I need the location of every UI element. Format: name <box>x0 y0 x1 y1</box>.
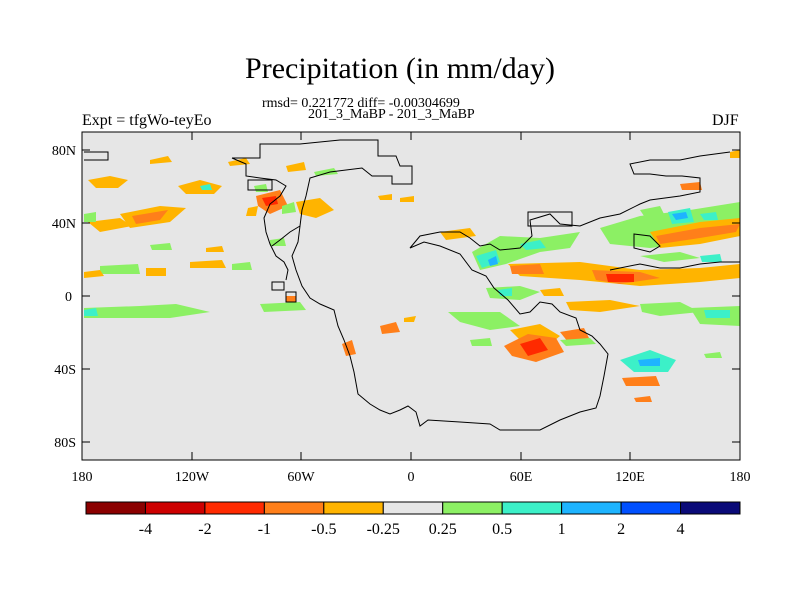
lon-tick-label: 180 <box>730 470 751 485</box>
lat-tick-label: 40N <box>52 217 76 232</box>
colorbar-label: 1 <box>558 521 566 538</box>
colorbar-labels: -4 -2 -1 -0.5 -0.25 0.25 0.5 1 2 4 <box>139 521 685 538</box>
colorbar-label: -1 <box>258 521 271 538</box>
colorbar-swatch <box>680 501 741 515</box>
colorbar <box>85 501 741 515</box>
colorbar-swatch <box>85 501 146 515</box>
lat-tick-label: 80S <box>54 436 76 451</box>
cases-text: 201_3_MaBP - 201_3_MaBP <box>308 107 475 122</box>
stats-text: rmsd= 0.221772 diff= -0.00304699 <box>262 96 460 111</box>
colorbar-swatch <box>382 501 444 515</box>
lon-tick-label: 60E <box>510 470 533 485</box>
lon-tick-label: 60W <box>287 470 315 485</box>
map-background <box>82 132 740 460</box>
colorbar-swatch <box>263 501 325 515</box>
colorbar-swatch <box>204 501 265 515</box>
experiment-label: Expt = tfgWo-teyEo <box>82 112 212 129</box>
colorbar-swatch <box>501 501 563 515</box>
colorbar-swatch <box>144 501 206 515</box>
colorbar-label: 2 <box>617 521 625 538</box>
coastlines <box>84 139 740 431</box>
lon-tick-label: 180 <box>72 470 93 485</box>
tick-marks <box>81 132 741 460</box>
colorbar-swatch <box>442 501 503 515</box>
colorbar-label: 0.25 <box>429 521 457 538</box>
lon-tick-label: 120W <box>175 470 210 485</box>
colorbar-label: 0.5 <box>492 521 512 538</box>
colorbar-swatch <box>620 501 682 515</box>
colorbar-label: -4 <box>139 521 152 538</box>
lat-tick-label: 40S <box>54 363 76 378</box>
lat-tick-label: 0 <box>65 290 72 305</box>
map-title: Precipitation (in mm/day) <box>245 52 555 85</box>
colorbar-swatch <box>323 501 384 515</box>
colorbar-swatch <box>561 501 622 515</box>
colorbar-label: -0.5 <box>311 521 336 538</box>
season-label: DJF <box>712 112 739 129</box>
colorbar-label: 4 <box>677 521 685 538</box>
anomaly-shading <box>84 150 740 402</box>
lon-tick-label: 120E <box>615 470 645 485</box>
colorbar-label: -0.25 <box>367 521 400 538</box>
colorbar-label: -2 <box>198 521 211 538</box>
lon-tick-label: 0 <box>408 470 415 485</box>
lat-tick-label: 80N <box>52 144 76 159</box>
